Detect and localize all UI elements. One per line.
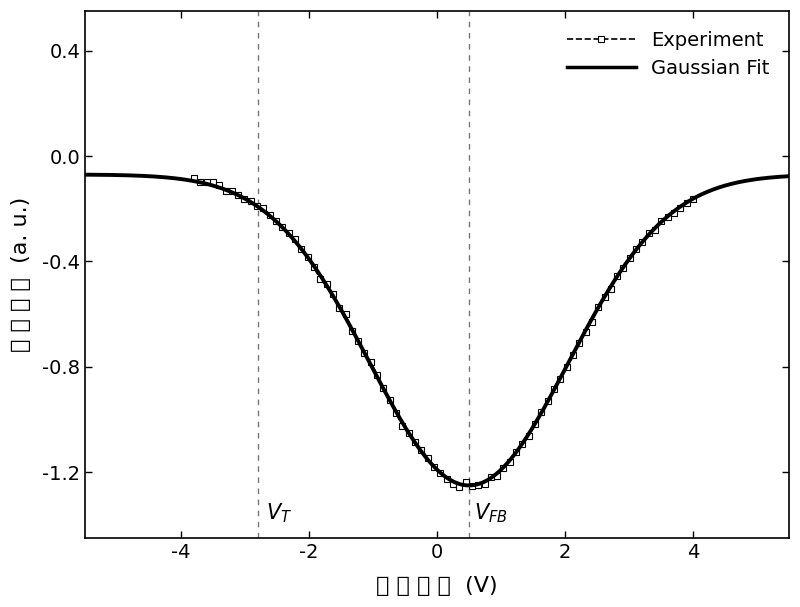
Gaussian Fit [551,382,561,389]
Experiment [688,195,698,202]
Gaussian Fit [496,466,506,473]
Text: $V_T$: $V_T$ [266,502,292,525]
X-axis label: 直 流 偏 压  (V): 直 流 偏 压 (V) [376,576,498,596]
Gaussian Fit [784,172,794,180]
Gaussian Fit [611,274,621,282]
Gaussian Fit [205,181,214,188]
Legend: Experiment, Gaussian Fit: Experiment, Gaussian Fit [558,21,779,88]
Y-axis label: 微 分 电 容  (a. u.): 微 分 电 容 (a. u.) [11,197,31,352]
Experiment [492,472,502,480]
Experiment [638,238,647,245]
Text: $V_{FB}$: $V_{FB}$ [474,502,508,525]
Line: Experiment: Experiment [191,175,696,489]
Experiment [410,439,420,446]
Gaussian Fit [398,421,408,428]
Gaussian Fit [465,482,474,489]
Experiment [189,175,198,182]
Experiment [454,483,464,490]
Gaussian Fit [81,171,90,178]
Line: Gaussian Fit: Gaussian Fit [86,175,789,486]
Experiment [518,441,527,448]
Experiment [537,409,546,416]
Gaussian Fit [262,209,271,217]
Experiment [498,464,508,471]
